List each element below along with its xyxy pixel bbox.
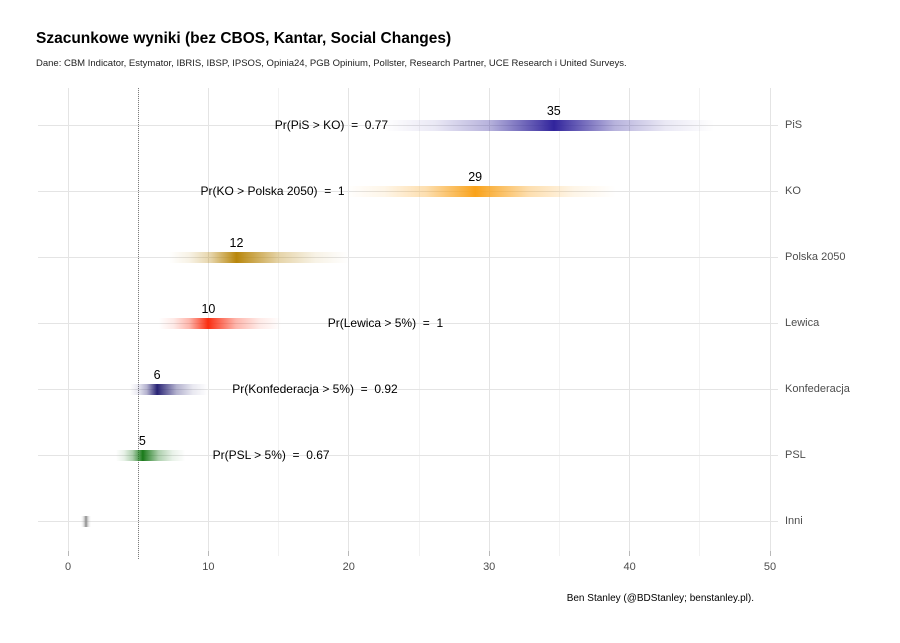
minor-gridline <box>699 88 701 556</box>
chart-title: Szacunkowe wyniki (bez CBOS, Kantar, Soc… <box>36 30 452 47</box>
x-axis-tick-label: 30 <box>483 561 496 573</box>
x-axis-tick-label: 10 <box>202 561 215 573</box>
estimate-value-label: 12 <box>229 236 244 250</box>
major-gridline <box>629 88 631 556</box>
party-label: Konfederacja <box>785 383 850 395</box>
reference-line <box>137 88 139 559</box>
x-axis-tick <box>769 551 771 556</box>
major-gridline <box>488 88 490 556</box>
estimate-value-label: 10 <box>201 302 216 316</box>
row-gridline <box>38 520 778 522</box>
x-axis-tick <box>207 551 209 556</box>
party-label: Polska 2050 <box>785 251 846 263</box>
density-strip-inni <box>81 515 92 527</box>
x-axis-tick-label: 0 <box>64 561 72 573</box>
major-gridline <box>67 88 69 556</box>
x-axis-tick <box>629 551 631 556</box>
density-strip-polska-2050 <box>169 251 349 263</box>
x-axis-tick-label: 50 <box>763 561 777 573</box>
chart-caption: Ben Stanley (@BDStanley; benstanley.pl). <box>566 593 754 604</box>
density-strip-ko <box>345 185 616 197</box>
minor-gridline <box>418 88 420 556</box>
major-gridline <box>769 88 771 556</box>
probability-annotation: Pr(Lewica > 5%) = 1 <box>327 316 444 330</box>
density-strip-lewica <box>159 317 282 329</box>
probability-annotation: Pr(PiS > KO) = 0.77 <box>274 118 389 132</box>
row-gridline <box>38 388 778 390</box>
row-gridline <box>38 454 778 456</box>
x-axis-tick-label: 40 <box>623 561 636 573</box>
estimate-value-label: 29 <box>468 170 483 184</box>
estimate-value-label: 6 <box>153 368 161 382</box>
party-label: PSL <box>785 449 806 461</box>
probability-annotation: Pr(PSL > 5%) = 0.67 <box>212 448 330 462</box>
major-gridline <box>348 88 350 556</box>
density-strip-konfederacja <box>129 383 209 395</box>
party-label: KO <box>785 185 801 197</box>
row-gridline <box>38 256 778 258</box>
probability-annotation: Pr(Konfederacja > 5%) = 0.92 <box>232 382 398 396</box>
minor-gridline <box>558 88 560 556</box>
party-label: PiS <box>785 119 803 131</box>
x-axis-tick <box>348 551 350 556</box>
estimate-value-label: 5 <box>138 434 146 448</box>
chart-subtitle: Dane: CBM Indicator, Estymator, IBRIS, I… <box>36 58 627 69</box>
density-strip-pis <box>383 119 714 131</box>
row-gridline <box>38 322 778 324</box>
party-label: Lewica <box>785 317 820 329</box>
x-axis-tick <box>67 551 69 556</box>
x-axis-tick <box>488 551 490 556</box>
x-axis-tick-label: 20 <box>342 561 355 573</box>
party-label: Inni <box>785 515 803 527</box>
probability-annotation: Pr(KO > Polska 2050) = 1 <box>200 184 345 198</box>
density-strip-psl <box>115 449 185 461</box>
estimate-value-label: 35 <box>546 104 561 118</box>
